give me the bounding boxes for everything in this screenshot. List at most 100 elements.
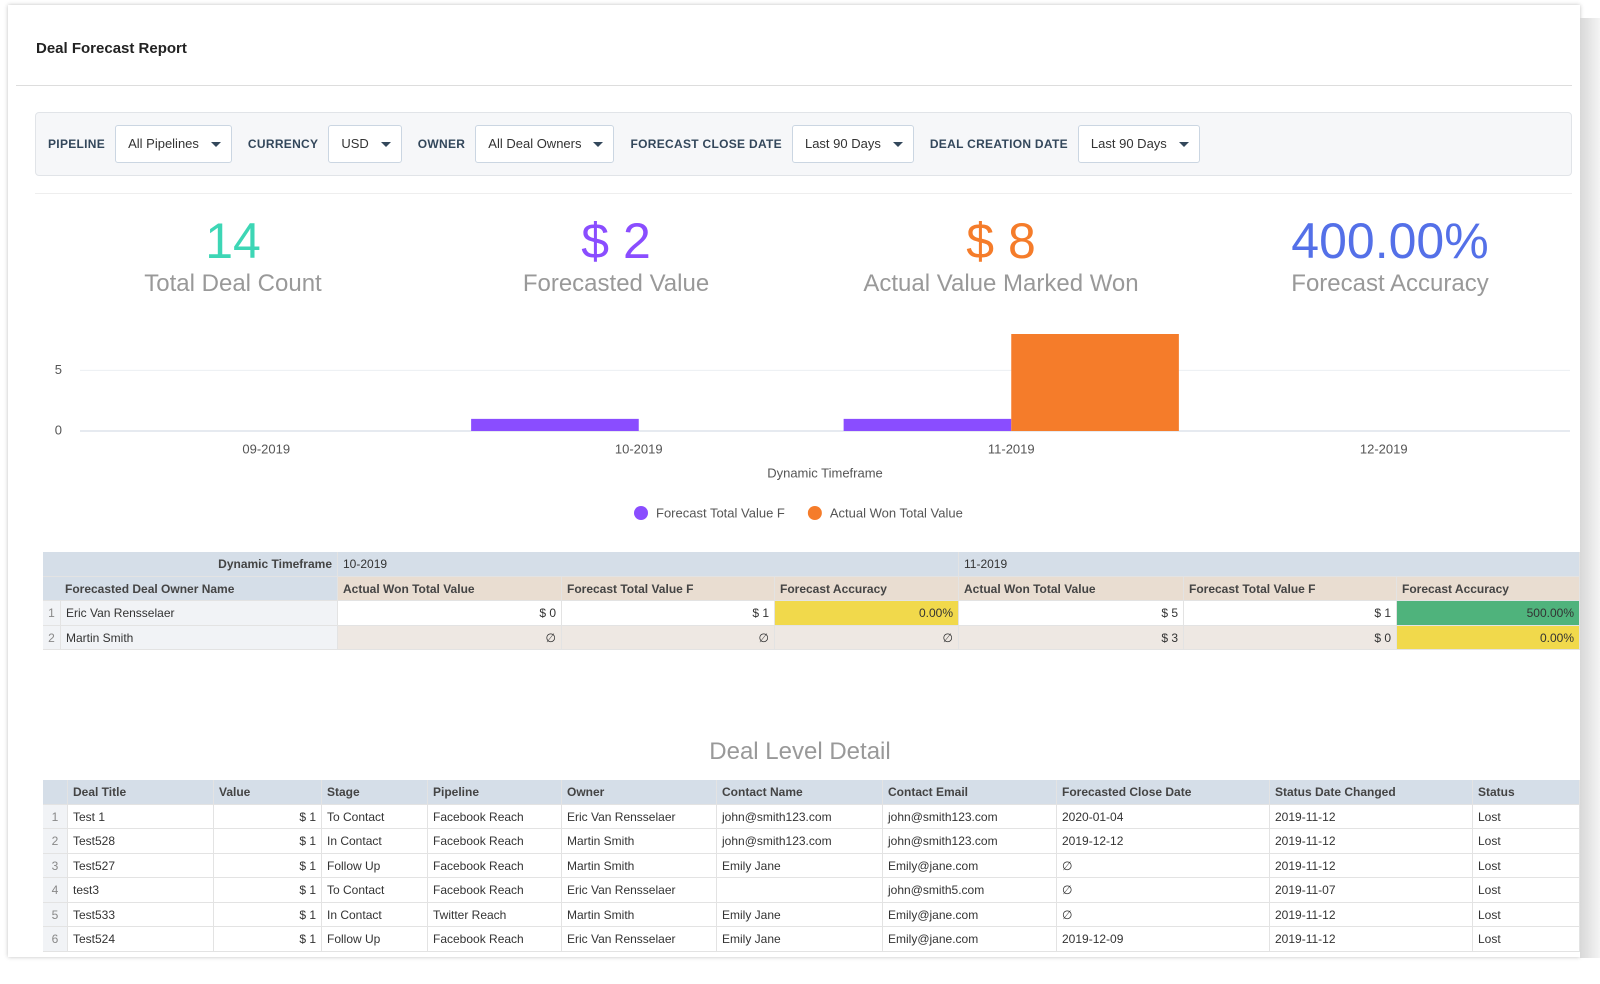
legend-label: Actual Won Total Value <box>830 505 963 520</box>
filter-dropdown[interactable]: Last 90 Days <box>791 125 914 163</box>
filter-label: DEAL CREATION DATE <box>929 137 1068 151</box>
detail-cell: john@smith123.com <box>883 804 1057 829</box>
row-index: 2 <box>43 625 61 650</box>
detail-cell <box>717 878 883 903</box>
bar <box>1011 334 1179 431</box>
detail-cell: 2019-11-12 <box>1270 927 1473 952</box>
kpi-value: 14 <box>205 213 261 269</box>
x-tick-label: 11-2019 <box>988 441 1035 456</box>
detail-cell: john@smith123.com <box>883 829 1057 854</box>
detail-cell: $ 1 <box>214 804 322 829</box>
detail-cell: $ 1 <box>214 902 322 927</box>
pivot-measure: Forecast Accuracy <box>775 576 959 601</box>
detail-cell: Emily Jane <box>717 853 883 878</box>
row-index: 3 <box>43 853 68 878</box>
pivot-measure: Forecast Accuracy <box>1397 576 1580 601</box>
filter-dropdown[interactable]: All Pipelines <box>115 125 232 163</box>
detail-cell: Emily@jane.com <box>883 902 1057 927</box>
column-header: Status Date Changed <box>1270 780 1473 805</box>
detail-cell: Lost <box>1473 927 1580 952</box>
row-index: 2 <box>43 829 68 854</box>
bar <box>471 418 639 431</box>
owner-name: Eric Van Rensselaer <box>61 601 338 626</box>
detail-cell: Martin Smith <box>562 902 717 927</box>
column-header: Pipeline <box>428 780 562 805</box>
column-header: Owner <box>562 780 717 805</box>
filter-label: OWNER <box>417 137 466 151</box>
filter-dropdown[interactable]: USD <box>328 125 402 163</box>
column-header: Value <box>214 780 322 805</box>
pivot-measure: Forecast Total Value F <box>1184 576 1397 601</box>
divider <box>35 193 1572 194</box>
detail-cell: Martin Smith <box>562 853 717 878</box>
detail-cell: Lost <box>1473 853 1580 878</box>
pivot-value: $ 0 <box>1184 625 1397 650</box>
x-tick-label: 09-2019 <box>242 441 290 456</box>
detail-cell: $ 1 <box>214 878 322 903</box>
filter-label: FORECAST CLOSE DATE <box>630 137 782 151</box>
column-header: Stage <box>322 780 428 805</box>
detail-cell: 2019-11-07 <box>1270 878 1473 903</box>
pivot-period: 11-2019 <box>959 552 1580 577</box>
detail-cell: 2019-11-12 <box>1270 829 1473 854</box>
detail-cell: Twitter Reach <box>428 902 562 927</box>
pivot-measure: Actual Won Total Value <box>959 576 1184 601</box>
detail-cell: Eric Van Rensselaer <box>562 927 717 952</box>
kpi-label: Forecast Accuracy <box>1291 270 1489 297</box>
section-title: Deal Level Detail <box>709 738 891 765</box>
detail-cell: ∅ <box>1057 878 1270 903</box>
kpi-value: $ 8 <box>966 213 1036 269</box>
filter-label: CURRENCY <box>247 137 319 151</box>
pivot-value: 500.00% <box>1397 601 1580 626</box>
detail-cell: In Contact <box>322 829 428 854</box>
detail-cell: Lost <box>1473 829 1580 854</box>
detail-cell: Emily@jane.com <box>883 853 1057 878</box>
detail-cell: 2020-01-04 <box>1057 804 1270 829</box>
filter-dropdown[interactable]: All Deal Owners <box>475 125 615 163</box>
detail-cell: Follow Up <box>322 853 428 878</box>
detail-cell: Facebook Reach <box>428 853 562 878</box>
row-index: 6 <box>43 927 68 952</box>
kpi-label: Actual Value Marked Won <box>863 270 1139 297</box>
detail-cell: Follow Up <box>322 927 428 952</box>
column-header: Status <box>1473 780 1580 805</box>
pivot-corner: Forecasted Deal Owner Name <box>43 576 338 601</box>
row-index: 1 <box>43 601 61 626</box>
detail-cell: john@smith123.com <box>717 804 883 829</box>
detail-cell: $ 1 <box>214 829 322 854</box>
detail-cell: $ 1 <box>214 927 322 952</box>
chart: 0 5 09-2019 10-2019 11-2019 12-2019 Dynamic Ti… <box>55 334 1570 520</box>
detail-cell: To Contact <box>322 804 428 829</box>
legend-marker <box>807 506 822 520</box>
detail-cell: 2019-11-12 <box>1270 804 1473 829</box>
detail-cell: $ 1 <box>214 853 322 878</box>
detail-cell: Lost <box>1473 878 1580 903</box>
x-axis-title: Dynamic Timeframe <box>767 465 883 480</box>
detail-cell: ∅ <box>1057 902 1270 927</box>
row-index: 1 <box>43 804 68 829</box>
kpi-label: Forecasted Value <box>522 270 710 297</box>
pivot-value: 0.00% <box>1397 625 1580 650</box>
detail-cell: To Contact <box>322 878 428 903</box>
detail-cell: Martin Smith <box>562 829 717 854</box>
detail-cell: Emily Jane <box>717 902 883 927</box>
legend-label: Forecast Total Value F <box>656 505 785 520</box>
detail-cell: Facebook Reach <box>428 878 562 903</box>
detail-cell: 2019-12-12 <box>1057 829 1270 854</box>
column-header: Deal Title <box>68 780 214 805</box>
detail-cell: Eric Van Rensselaer <box>562 804 717 829</box>
filter-dropdown[interactable]: Last 90 Days <box>1077 125 1200 163</box>
detail-cell: john@smith123.com <box>717 829 883 854</box>
pivot-measure: Actual Won Total Value <box>338 576 562 601</box>
detail-cell: Test524 <box>68 927 214 952</box>
pivot-value: ∅ <box>338 625 562 650</box>
kpi-value: $ 2 <box>581 213 651 269</box>
detail-cell: Test 1 <box>68 804 214 829</box>
x-tick-label: 12-2019 <box>1360 441 1408 456</box>
detail-cell: Emily Jane <box>717 927 883 952</box>
pivot-value: ∅ <box>562 625 775 650</box>
pivot-value: $ 0 <box>338 601 562 626</box>
pivot-value: $ 5 <box>959 601 1184 626</box>
pivot-header: Dynamic Timeframe <box>43 552 338 577</box>
detail-cell: john@smith5.com <box>883 878 1057 903</box>
